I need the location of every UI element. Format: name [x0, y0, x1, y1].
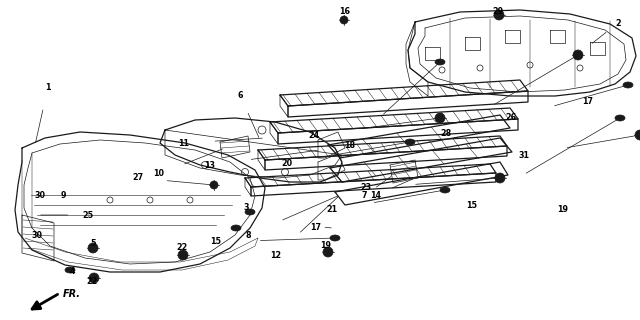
Text: 30: 30: [31, 230, 42, 239]
Text: 8: 8: [245, 230, 251, 239]
Text: 17: 17: [310, 222, 321, 231]
Text: 17: 17: [582, 98, 593, 107]
Text: 22: 22: [86, 277, 98, 286]
Circle shape: [89, 273, 99, 283]
Text: 19: 19: [321, 241, 332, 250]
Text: 10: 10: [154, 170, 164, 179]
Text: 5: 5: [90, 239, 96, 249]
Ellipse shape: [405, 139, 415, 145]
Text: 24: 24: [308, 131, 319, 140]
Text: 31: 31: [518, 150, 529, 159]
Ellipse shape: [330, 235, 340, 241]
Text: 11: 11: [179, 139, 189, 148]
Ellipse shape: [231, 225, 241, 231]
Ellipse shape: [623, 82, 633, 88]
Circle shape: [178, 250, 188, 260]
Circle shape: [210, 181, 218, 189]
Circle shape: [88, 243, 98, 253]
Circle shape: [635, 130, 640, 140]
Text: 27: 27: [132, 173, 143, 182]
Text: 14: 14: [371, 190, 381, 199]
Text: 18: 18: [344, 140, 356, 149]
Text: 22: 22: [177, 244, 188, 252]
Text: 2: 2: [615, 19, 621, 28]
Text: 15: 15: [211, 237, 221, 246]
Text: 9: 9: [60, 191, 66, 201]
Text: 29: 29: [492, 7, 504, 17]
Text: 28: 28: [440, 129, 452, 138]
Circle shape: [495, 173, 505, 183]
Ellipse shape: [245, 209, 255, 215]
Circle shape: [435, 113, 445, 123]
Ellipse shape: [435, 59, 445, 65]
Text: 16: 16: [339, 7, 351, 17]
Text: 7: 7: [361, 191, 367, 201]
Text: 26: 26: [506, 114, 516, 123]
Circle shape: [340, 16, 348, 24]
Text: 6: 6: [237, 91, 243, 100]
Text: 19: 19: [557, 205, 568, 214]
Ellipse shape: [615, 115, 625, 121]
Circle shape: [573, 50, 583, 60]
Text: FR.: FR.: [63, 289, 81, 299]
Text: 20: 20: [282, 158, 292, 167]
Ellipse shape: [440, 187, 450, 193]
Circle shape: [494, 10, 504, 20]
Text: 3: 3: [243, 204, 249, 212]
Text: 12: 12: [271, 251, 282, 260]
Text: 30: 30: [35, 190, 45, 199]
Text: 1: 1: [45, 83, 51, 92]
Text: 13: 13: [205, 161, 216, 170]
Text: 23: 23: [360, 183, 372, 193]
Circle shape: [323, 247, 333, 257]
Ellipse shape: [65, 267, 75, 273]
Text: 25: 25: [83, 211, 93, 220]
Text: 4: 4: [69, 268, 75, 276]
Text: 15: 15: [467, 201, 477, 210]
Text: 21: 21: [326, 205, 337, 214]
